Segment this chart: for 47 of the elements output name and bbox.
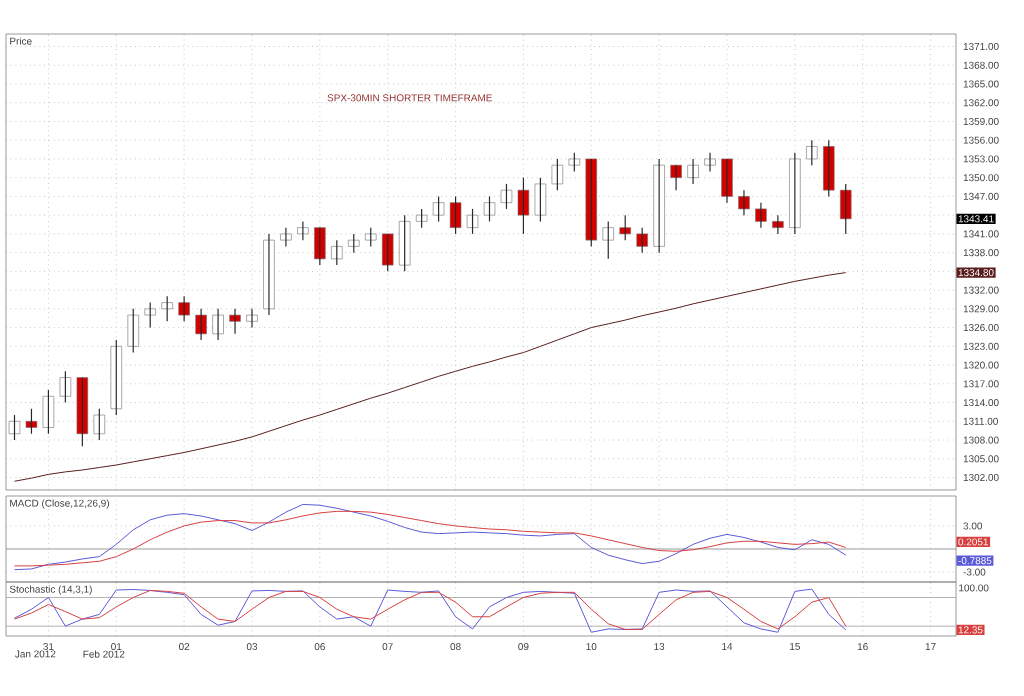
candlestick bbox=[93, 408, 106, 441]
candlestick bbox=[772, 214, 784, 235]
candlestick bbox=[59, 370, 72, 404]
candlestick bbox=[602, 220, 614, 260]
candlestick bbox=[246, 308, 258, 329]
candlestick bbox=[840, 183, 852, 235]
candlestick bbox=[568, 152, 581, 173]
candlestick bbox=[432, 195, 445, 222]
candlestick bbox=[263, 233, 275, 316]
candlestick bbox=[25, 408, 38, 435]
candlestick bbox=[619, 214, 631, 241]
candlestick bbox=[398, 214, 411, 272]
candlestick bbox=[110, 339, 123, 416]
line-series bbox=[13, 272, 847, 482]
candlestick bbox=[381, 233, 394, 272]
candlestick bbox=[551, 158, 564, 191]
candlestick bbox=[365, 227, 377, 247]
candlestick bbox=[704, 152, 716, 173]
candlestick bbox=[212, 308, 224, 341]
candlestick bbox=[517, 177, 530, 235]
candlestick bbox=[466, 208, 479, 235]
candlestick bbox=[348, 233, 360, 254]
candlestick bbox=[42, 389, 55, 435]
candlestick bbox=[585, 158, 598, 247]
candlestick bbox=[721, 158, 733, 204]
candlestick bbox=[127, 308, 139, 354]
candlestick bbox=[755, 202, 767, 229]
candlestick bbox=[415, 208, 428, 229]
candlestick bbox=[500, 183, 513, 210]
candlestick bbox=[534, 177, 547, 222]
candlestick bbox=[161, 295, 173, 322]
candlestick bbox=[144, 302, 156, 329]
candlestick bbox=[806, 139, 818, 166]
candlestick bbox=[449, 195, 462, 235]
candlestick bbox=[297, 220, 309, 241]
candlestick bbox=[636, 227, 648, 254]
candlestick bbox=[178, 295, 190, 322]
candlestick bbox=[483, 195, 496, 222]
candlestick bbox=[314, 227, 326, 266]
candlestick bbox=[195, 308, 207, 341]
candlestick bbox=[331, 239, 343, 266]
candlestick bbox=[738, 189, 750, 216]
candlestick bbox=[76, 376, 89, 447]
candlestick bbox=[8, 414, 21, 441]
candlestick bbox=[823, 139, 835, 198]
candlestick bbox=[229, 308, 241, 335]
candlestick bbox=[280, 227, 292, 247]
